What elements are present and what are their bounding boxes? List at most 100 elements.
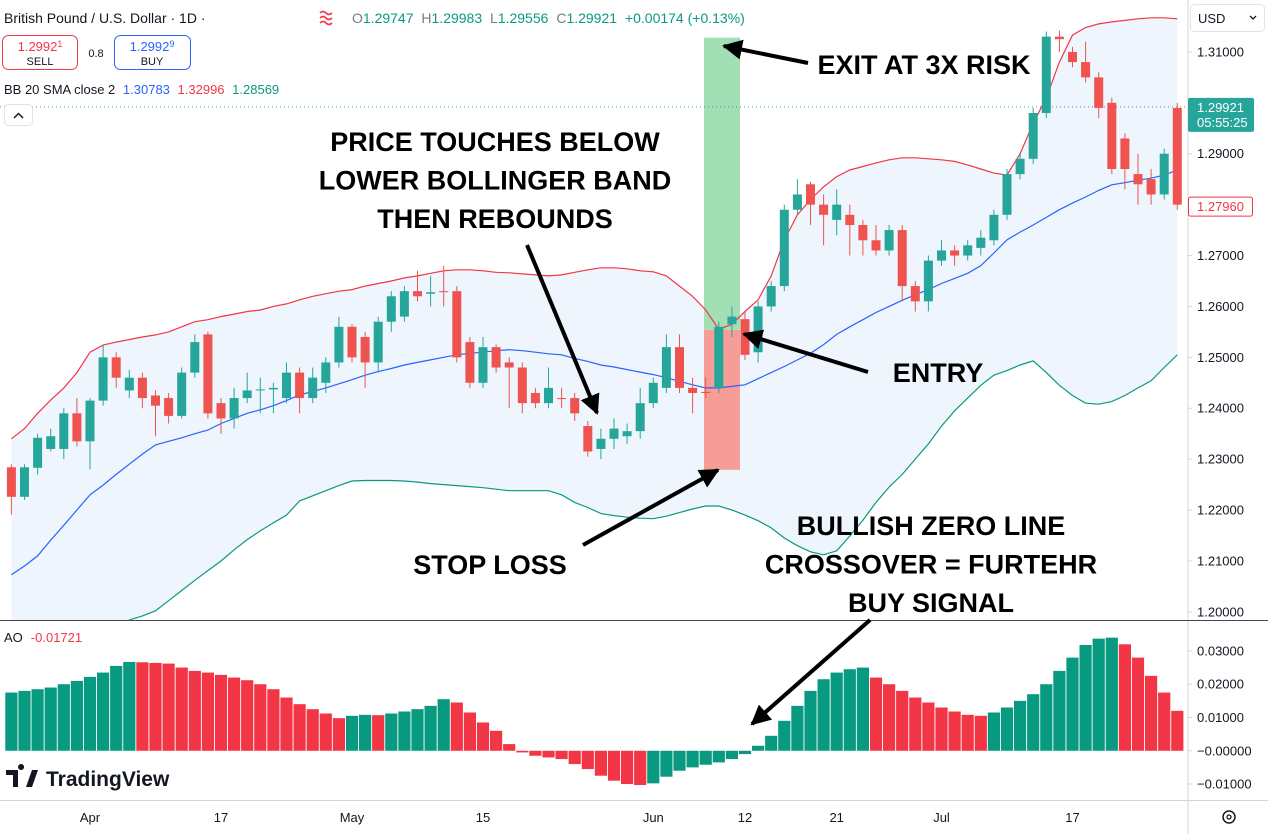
candle-body (216, 403, 226, 419)
candle-body (858, 224, 868, 241)
collapse-box[interactable] (4, 104, 33, 126)
ao-bar (778, 720, 791, 751)
candle-body (570, 398, 580, 414)
candle-body (46, 436, 56, 449)
candle-body (963, 245, 973, 256)
y-tick-label: 0.02000 (1197, 677, 1244, 692)
sell-box[interactable] (2, 35, 78, 70)
ao-bar (987, 712, 1000, 751)
settings-icon[interactable] (1222, 810, 1236, 824)
sell-button[interactable]: 1.29921 SELL (2, 35, 78, 70)
ao-bar (123, 661, 136, 751)
logo-text: TradingView (46, 768, 170, 791)
ao-bar (267, 689, 280, 751)
buy-price-digit[interactable]: 9 (169, 39, 174, 49)
candle-body (1133, 174, 1143, 185)
ohlc-label: C (556, 10, 566, 26)
countdown-label: 05:55:25 (1197, 115, 1248, 130)
buy-button[interactable]: 1.29929 BUY (114, 35, 191, 70)
x-tick-label: Apr (80, 810, 101, 825)
candle-body (923, 260, 933, 302)
sell-price-main[interactable]: 1.2992 (18, 39, 58, 54)
ohlc-value: 1.29747 (363, 10, 414, 26)
candle-body (308, 377, 318, 399)
sell-price[interactable]: 1.29921 (18, 39, 63, 54)
candle-body (1120, 138, 1130, 169)
candle-body (413, 291, 422, 297)
ao-bar (345, 715, 359, 751)
ao-bar (961, 714, 974, 751)
marker-price-label: 1.27960 (1197, 199, 1244, 214)
candle-body (282, 372, 291, 399)
collapse-icon[interactable] (13, 112, 24, 119)
buy-price-main[interactable]: 1.2992 (130, 39, 170, 54)
candle-body (229, 398, 239, 419)
candle-body (151, 395, 160, 406)
candle-body (373, 321, 383, 363)
buy-label[interactable]: BUY (141, 56, 164, 68)
price-change: +0.00174 (+0.13%) (625, 10, 745, 26)
currency-selector[interactable]: USD (1190, 4, 1265, 32)
annotation: LOWER BOLLINGER BAND (319, 166, 671, 196)
candle-body (897, 230, 907, 287)
collapse-button[interactable] (4, 104, 33, 126)
ao-bar (97, 672, 110, 751)
candle-body (845, 214, 855, 225)
currency-box[interactable] (1190, 4, 1265, 32)
ao-bar (437, 699, 450, 751)
candle-body (321, 362, 331, 383)
currency-label[interactable]: USD (1198, 11, 1225, 26)
candle-body (609, 428, 619, 439)
ao-bar (319, 713, 332, 751)
buy-box[interactable] (114, 35, 191, 70)
annotation: CROSSOVER = FURTEHR (765, 550, 1097, 580)
y-tick-label: −0.01000 (1197, 777, 1252, 792)
ao-bar (149, 662, 162, 751)
ao-bar (5, 692, 18, 751)
ao-bar (18, 690, 31, 751)
ao-bar (385, 713, 398, 751)
ao-bar (594, 750, 607, 776)
candle-body (950, 250, 960, 256)
candle-body (806, 184, 815, 205)
settings-icon-core[interactable] (1226, 814, 1232, 820)
candle-body (871, 240, 881, 251)
ao-bar (228, 677, 241, 751)
ao-value: -0.01721 (31, 630, 82, 645)
arrow-entry (742, 329, 869, 374)
candle-body (478, 347, 488, 383)
ao-bar (896, 690, 909, 751)
ao-bar (1158, 692, 1171, 751)
arrow-exit (722, 39, 809, 65)
y-tick-label: 1.22000 (1197, 503, 1244, 518)
ao-bar (581, 750, 594, 770)
annotation: BULLISH ZERO LINE (797, 511, 1066, 541)
annotation: BUY SIGNAL (848, 588, 1014, 618)
ao-bar (1079, 644, 1092, 751)
candle-body (124, 377, 134, 391)
x-tick-label: 12 (738, 810, 752, 825)
y-tick-label: 1.24000 (1197, 401, 1244, 416)
candle-body (1028, 113, 1038, 159)
arrow-stop (582, 468, 720, 547)
currency-caret[interactable] (1249, 15, 1257, 20)
y-tick-label: 1.29000 (1197, 146, 1244, 161)
buy-price[interactable]: 1.29929 (130, 39, 175, 54)
ao-bar (909, 697, 922, 751)
arrow-touch (525, 244, 600, 415)
ohlc-value: 1.29556 (498, 10, 549, 26)
candle-body (33, 437, 43, 468)
ao-bar (607, 750, 621, 781)
candle-body (714, 326, 724, 388)
settings-button[interactable] (1222, 810, 1236, 824)
ao-bar (856, 667, 869, 751)
sell-price-digit[interactable]: 1 (57, 39, 62, 49)
candle-body (59, 413, 69, 449)
sell-label[interactable]: SELL (27, 56, 54, 68)
y-tick-label: 0.03000 (1197, 643, 1244, 658)
candle-body (242, 390, 252, 399)
ao-bar (175, 667, 188, 751)
ao-bar (359, 714, 372, 751)
candle-body (1068, 51, 1077, 63)
